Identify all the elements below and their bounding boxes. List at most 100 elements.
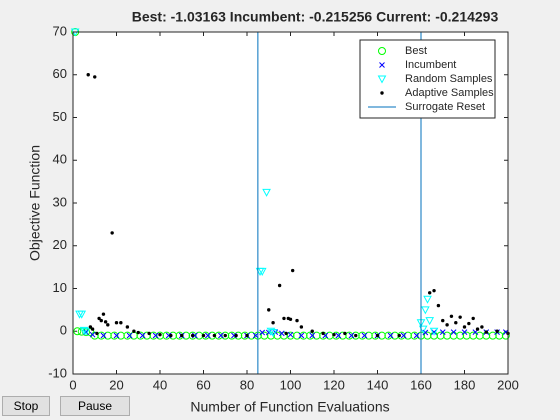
point (288, 317, 293, 321)
point (458, 315, 462, 319)
point (282, 316, 286, 321)
point (190, 333, 195, 338)
stop-button[interactable]: Stop (2, 396, 50, 416)
point (467, 321, 471, 326)
point (375, 333, 380, 338)
point (93, 75, 97, 79)
point (441, 318, 445, 323)
point (397, 333, 401, 338)
x-tick-label: 80 (240, 377, 254, 392)
point (88, 325, 93, 329)
point (97, 316, 101, 321)
legend-swatch (379, 62, 385, 68)
point (354, 333, 358, 338)
y-tick-label: 60 (53, 66, 67, 81)
x-tick-label: 60 (196, 377, 210, 392)
point (89, 331, 96, 338)
y-tick-label: 20 (53, 237, 67, 252)
chart-title: Best: -1.03163 Incumbent: -0.215256 Curr… (132, 9, 499, 25)
point (234, 333, 238, 338)
point (204, 332, 211, 339)
point (471, 316, 475, 321)
pause-button[interactable]: Pause (60, 396, 130, 416)
point (77, 310, 87, 319)
point (252, 332, 259, 339)
point (266, 327, 276, 336)
legend-box (359, 39, 496, 119)
point (343, 331, 347, 336)
point (169, 333, 173, 338)
point (475, 327, 480, 331)
point (86, 73, 90, 77)
point (436, 303, 441, 308)
point (180, 333, 184, 338)
point (295, 318, 299, 323)
y-tick-label: 50 (53, 109, 67, 124)
point (310, 329, 314, 333)
point (191, 332, 198, 339)
point (218, 332, 224, 339)
point (431, 329, 437, 335)
point (287, 331, 294, 338)
point (480, 325, 484, 329)
axes-box (72, 31, 509, 375)
point (439, 329, 446, 335)
point (387, 332, 394, 339)
point (212, 333, 217, 338)
x-tick-label: 40 (153, 377, 167, 392)
point (147, 331, 151, 336)
point (90, 327, 95, 331)
point (132, 329, 136, 333)
point (100, 332, 107, 339)
x-tick-label: 160 (410, 377, 432, 392)
point (201, 333, 206, 338)
point (165, 332, 172, 339)
point (413, 332, 420, 339)
point (114, 321, 119, 325)
point (309, 332, 316, 339)
point (152, 332, 159, 339)
point (462, 325, 467, 329)
point (425, 317, 435, 326)
point (262, 188, 271, 197)
point (348, 332, 355, 339)
x-axis-label: Number of Function Evaluations (190, 399, 389, 415)
point (277, 283, 282, 288)
point (81, 327, 91, 336)
legend-label: Incumbent (405, 59, 456, 71)
legend-label: Random Samples (405, 73, 493, 85)
point (136, 330, 140, 335)
point (125, 325, 130, 329)
point (335, 332, 342, 339)
point (103, 320, 108, 324)
legend-swatch (378, 47, 386, 55)
point (400, 332, 407, 339)
y-tick-label: -10 (48, 365, 67, 380)
point (423, 295, 432, 304)
legend-label: Surrogate Reset (405, 101, 485, 113)
point (126, 332, 133, 339)
point (445, 323, 449, 327)
point (101, 312, 106, 316)
point (290, 268, 295, 273)
legend-swatch (380, 91, 384, 95)
point (267, 308, 271, 312)
point (113, 332, 120, 339)
point (484, 330, 488, 334)
point (99, 318, 103, 323)
point (79, 326, 89, 335)
point (421, 306, 430, 315)
point (332, 332, 336, 337)
y-tick-label: 10 (53, 280, 67, 295)
point (428, 291, 432, 295)
x-tick-label: 200 (497, 377, 519, 392)
point (450, 329, 457, 335)
point (245, 333, 249, 338)
point (119, 321, 123, 325)
x-tick-label: 0 (69, 377, 76, 392)
legend: Best Incumbent Random Samples Adaptive Samp… (359, 39, 496, 119)
point (495, 329, 499, 333)
legend-label: Adaptive Samples (405, 87, 494, 99)
point (139, 332, 146, 339)
